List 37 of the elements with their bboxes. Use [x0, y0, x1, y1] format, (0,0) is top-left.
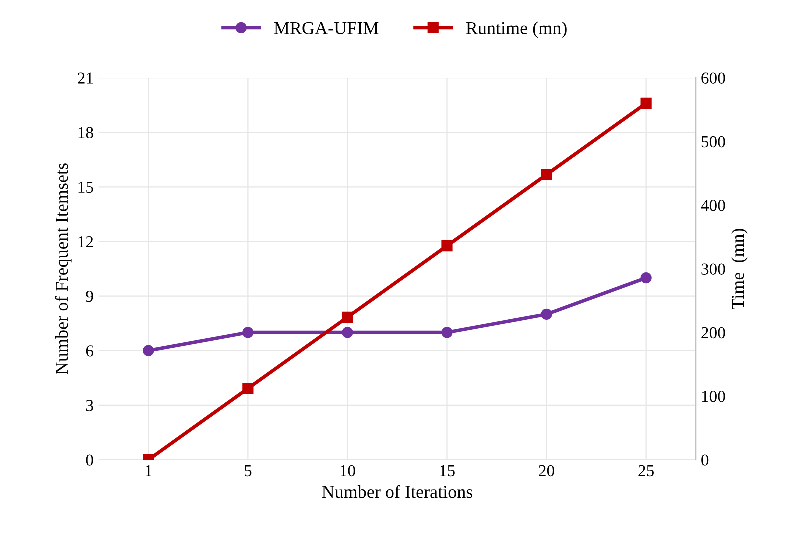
x-tick-label: 1 [146, 465, 152, 476]
point [143, 345, 154, 356]
y-tick-label: 21 [78, 72, 94, 84]
point [342, 327, 354, 338]
point [442, 240, 453, 252]
y-axis-title: Number of Frequent Itemsets [55, 164, 72, 375]
y-tick-label: 15 [78, 182, 94, 194]
y2-tick-label: 300 [702, 264, 726, 275]
point [342, 312, 354, 323]
x-tick-label: 25 [638, 465, 654, 477]
y-tick-label: 6 [86, 346, 94, 357]
point [640, 98, 652, 110]
point [541, 169, 552, 180]
x-tick-label: 10 [340, 465, 356, 477]
x-tick-label: 20 [539, 465, 554, 477]
y2-tick-label: 600 [702, 72, 726, 84]
point [541, 308, 552, 320]
y2-tick-label: 200 [702, 327, 726, 339]
point [242, 383, 254, 394]
y-tick-label: 3 [86, 400, 94, 412]
point [242, 327, 254, 338]
y2-tick-label: 500 [702, 136, 726, 148]
point [442, 327, 453, 338]
y2-axis-title: Time (mn) [731, 228, 748, 310]
x-tick-label: 15 [440, 465, 455, 477]
point [640, 272, 652, 284]
legend-label: Runtime (mn) [466, 22, 567, 38]
y-tick-label: 0 [86, 454, 94, 466]
y-tick-label: 18 [78, 127, 94, 139]
y2-tick-label: 100 [702, 391, 726, 402]
y-tick-label: 12 [78, 236, 94, 248]
x-axis-title: Number of Iterations [322, 485, 473, 498]
y2-tick-label: 400 [701, 200, 726, 212]
x-tick-label: 5 [244, 466, 252, 477]
y-tick-label: 9 [86, 291, 94, 302]
y2-tick-label: 0 [702, 454, 709, 466]
legend-label: MRGA-UFIM [274, 22, 379, 34]
